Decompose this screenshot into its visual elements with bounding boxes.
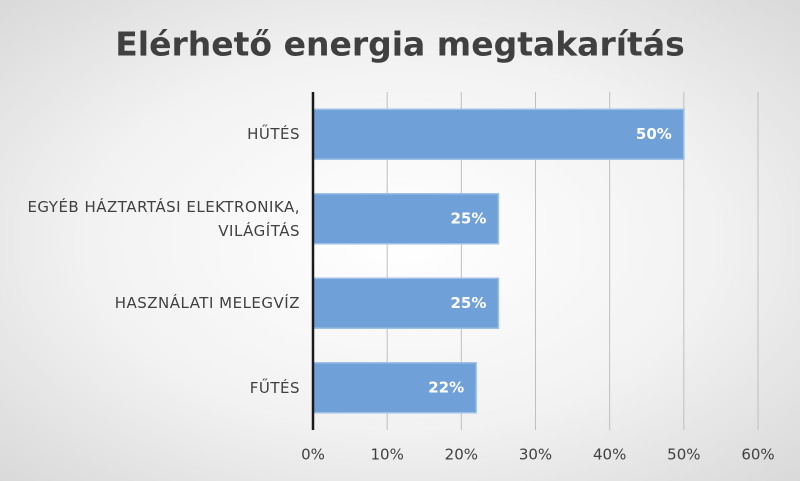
y-tick-label: HASZNÁLATI MELEGVÍZ xyxy=(114,294,300,313)
bar xyxy=(312,193,500,245)
x-tick-label: 10% xyxy=(370,446,403,464)
y-tick-label: EGYÉB HÁZTARTÁSI ELEKTRONIKA, VILÁGÍTÁS xyxy=(27,197,300,240)
y-tick-label: HŰTÉS xyxy=(247,125,300,144)
bar xyxy=(312,108,685,160)
x-tick-label: 0% xyxy=(301,446,325,464)
x-tick-label: 40% xyxy=(593,446,626,464)
data-label: 50% xyxy=(636,125,672,143)
bar xyxy=(312,362,477,414)
data-label: 22% xyxy=(428,378,464,396)
bar xyxy=(312,277,500,329)
x-tick-label: 60% xyxy=(741,446,774,464)
x-tick-label: 30% xyxy=(519,446,552,464)
x-tick-label: 20% xyxy=(445,446,478,464)
chart-title: Elérhető energia megtakarítás xyxy=(115,25,684,64)
x-tick-label: 50% xyxy=(667,446,700,464)
data-label: 25% xyxy=(451,294,487,312)
data-label: 25% xyxy=(451,209,487,227)
y-tick-label: FŰTÉS xyxy=(249,378,300,397)
